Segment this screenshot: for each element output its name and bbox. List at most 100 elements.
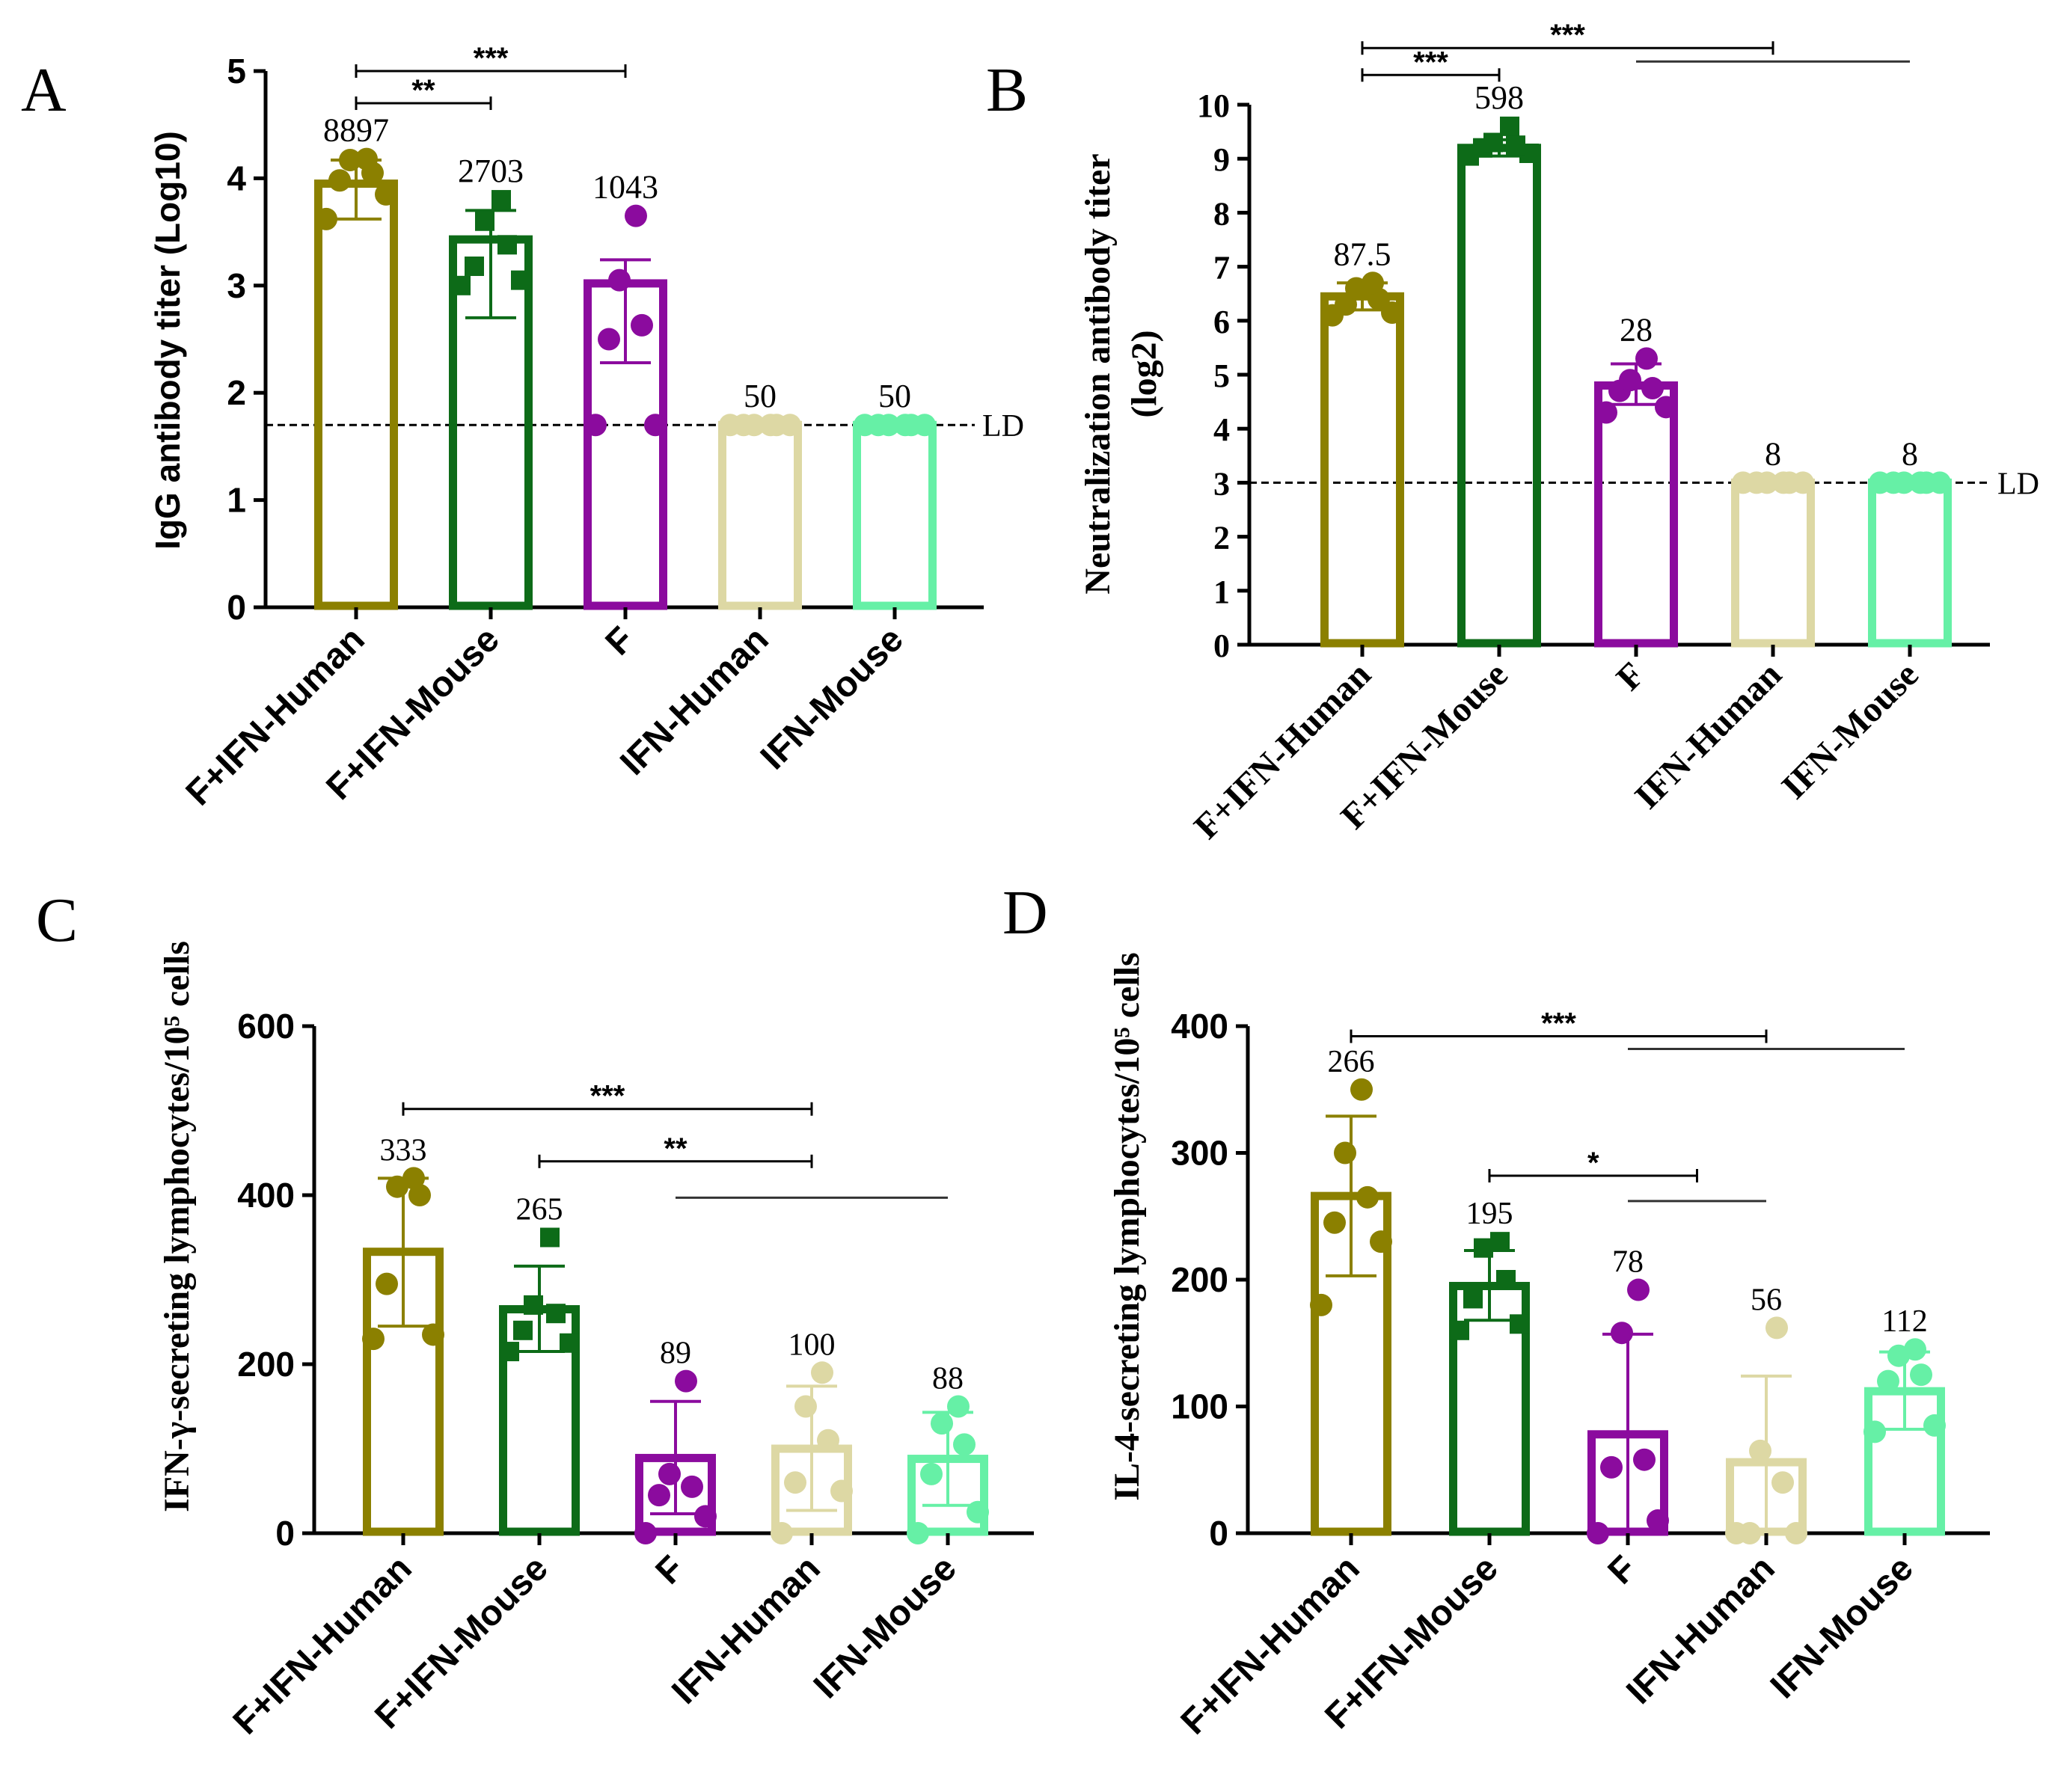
panel-b-point-2-1: [1655, 396, 1677, 419]
panel-a-point-0-0: [315, 207, 337, 230]
panel-b-ytick-label: 6: [1213, 304, 1230, 340]
panel-d-point-4-2: [1877, 1369, 1899, 1393]
panel-d-point-1-2: [1463, 1289, 1483, 1309]
panel-b-bar-2: [1594, 381, 1678, 648]
panel-a-point-2-2: [598, 328, 620, 351]
panel-c-ytick-label: 0: [275, 1514, 295, 1553]
panel-b-ytick-label: 8: [1213, 195, 1230, 232]
panel-a-point-0-5: [355, 147, 378, 171]
panel-b-point-3-4: [1756, 471, 1778, 494]
panel-c-ytick-label: 600: [237, 1007, 295, 1046]
panel-b-point-4-5: [1909, 471, 1932, 494]
panel-b-ytick-label: 2: [1213, 520, 1230, 556]
panel-b-ytick-label: 5: [1213, 358, 1230, 394]
panel-d-ytick-label: 400: [1171, 1007, 1228, 1046]
panel-c-point-0-1: [422, 1323, 444, 1346]
panel-b-ylabel-line1: Neutralization antibody titer: [1078, 153, 1118, 594]
panel-b: B Neutralization antibody titer (log2) 0…: [986, 19, 2039, 847]
panel-c-value-label-1: 265: [516, 1193, 563, 1227]
panel-c-value-label-4: 88: [932, 1362, 964, 1396]
panel-b-value-label-0: 87.5: [1334, 236, 1391, 272]
panel-c-point-0-2: [376, 1272, 398, 1295]
panel-d-point-0-1: [1370, 1230, 1392, 1254]
panel-a-point-0-1: [375, 182, 397, 206]
panel-c-point-4-0: [907, 1522, 929, 1544]
panel-c-point-2-3: [681, 1475, 703, 1498]
panel-a-point-4-5: [894, 414, 916, 437]
panel-a-value-label-4: 50: [878, 378, 911, 414]
panel-a-ytick-label: 3: [227, 266, 246, 305]
panel-b-point-2-0: [1595, 401, 1617, 424]
panel-b-ytick-label: 4: [1213, 411, 1230, 448]
panel-a-letter: A: [21, 55, 67, 125]
panel-d-point-2-1: [1647, 1509, 1669, 1532]
panel-c-point-3-1: [830, 1479, 853, 1503]
panel-d-ytick-label: 0: [1209, 1514, 1228, 1553]
panel-b-ytick-label: 0: [1213, 627, 1230, 664]
panel-c-letter: C: [36, 886, 78, 955]
panel-b-category-label-3: IFN-Human: [1627, 654, 1789, 817]
panel-d-point-2-0: [1587, 1522, 1609, 1544]
panel-c-point-2-2: [648, 1484, 670, 1507]
panel-b-point-1-3: [1506, 135, 1525, 156]
panel-a-point-1-4: [475, 211, 494, 231]
panel-a-ylabel: IgG antibody titer (Log10): [148, 131, 187, 550]
panel-c-point-4-3: [953, 1433, 976, 1456]
panel-d-point-0-5: [1350, 1078, 1373, 1101]
panel-c-point-1-4: [524, 1295, 543, 1315]
panel-a-point-2-0: [584, 414, 607, 437]
panel-b-value-label-2: 28: [1620, 311, 1653, 348]
panel-a-point-2-4: [608, 269, 631, 292]
panel-c-point-3-2: [784, 1471, 806, 1494]
panel-a-sig-label-0: ***: [474, 42, 509, 75]
panel-a-point-2-5: [625, 204, 647, 227]
panel-c-point-1-5: [540, 1227, 560, 1248]
panel-b-ytick-label: 10: [1197, 88, 1230, 124]
panel-d-point-3-1: [1785, 1522, 1807, 1544]
panel-b-point-0-2: [1335, 293, 1357, 316]
panel-b-ytick-label: 3: [1213, 465, 1230, 502]
panel-d-point-3-5: [1765, 1316, 1788, 1340]
panel-b-bar-1: [1457, 144, 1541, 648]
panel-d-point-1-5: [1490, 1232, 1510, 1252]
panel-a-category-label-4: IFN-Mouse: [753, 619, 911, 777]
panel-d-value-label-1: 195: [1466, 1197, 1513, 1231]
panel-c-ylabel: IFN-γ-secreting lymphocytes/10⁵ cells: [157, 941, 197, 1512]
panel-d-ytick-label: 200: [1171, 1260, 1228, 1299]
panel-a-point-3-5: [759, 414, 782, 437]
panel-d-value-label-0: 266: [1328, 1045, 1375, 1079]
panel-b-point-0-5: [1362, 271, 1384, 295]
panel-b-bar-0: [1320, 292, 1404, 648]
panel-a-point-1-5: [491, 190, 511, 210]
panel-d-value-label-2: 78: [1612, 1245, 1644, 1280]
panel-c-point-2-4: [658, 1462, 681, 1485]
panel-d-value-label-3: 56: [1751, 1283, 1782, 1317]
panel-c-point-2-5: [675, 1369, 697, 1393]
panel-c-point-3-0: [771, 1522, 793, 1544]
panel-b-value-label-1: 598: [1474, 79, 1524, 116]
panel-a-point-3-4: [743, 414, 765, 437]
panel-c-category-label-2: F: [649, 1548, 692, 1592]
panel-b-category-label-4: IFN-Mouse: [1774, 654, 1926, 806]
panel-b-bar-3: [1731, 478, 1815, 648]
panel-d-ytick-label: 100: [1171, 1387, 1228, 1426]
panel-c-point-1-0: [500, 1342, 519, 1362]
panel-a-value-label-3: 50: [744, 378, 777, 414]
panel-c-ytick-label: 200: [237, 1345, 295, 1384]
panel-b-bar-4: [1868, 478, 1952, 648]
panel-d-point-4-1: [1923, 1414, 1946, 1437]
panel-c-category-label-3: IFN-Human: [664, 1548, 827, 1711]
panel-d-sig-label-0: ***: [1541, 1007, 1576, 1040]
panel-c-point-2-0: [634, 1522, 657, 1544]
panel-b-ylabel-line2: (log2): [1124, 330, 1164, 417]
panel-d-value-label-4: 112: [1881, 1304, 1927, 1339]
panel-a: A IgG antibody titer (Log10) 0 1 2 3 4 5 LD 889…: [21, 42, 1024, 813]
panel-d-category-label-4: IFN-Mouse: [1763, 1548, 1921, 1706]
panel-a-sig-label-1: **: [411, 74, 435, 107]
panel-c: C IFN-γ-secreting lymphocytes/10⁵ cells …: [36, 886, 1034, 1742]
panel-a-ytick-label: 2: [227, 373, 246, 412]
panel-a-ytick-label: 0: [227, 588, 246, 627]
panel-c-point-1-1: [560, 1333, 579, 1353]
panel-a-point-0-2: [328, 169, 351, 192]
